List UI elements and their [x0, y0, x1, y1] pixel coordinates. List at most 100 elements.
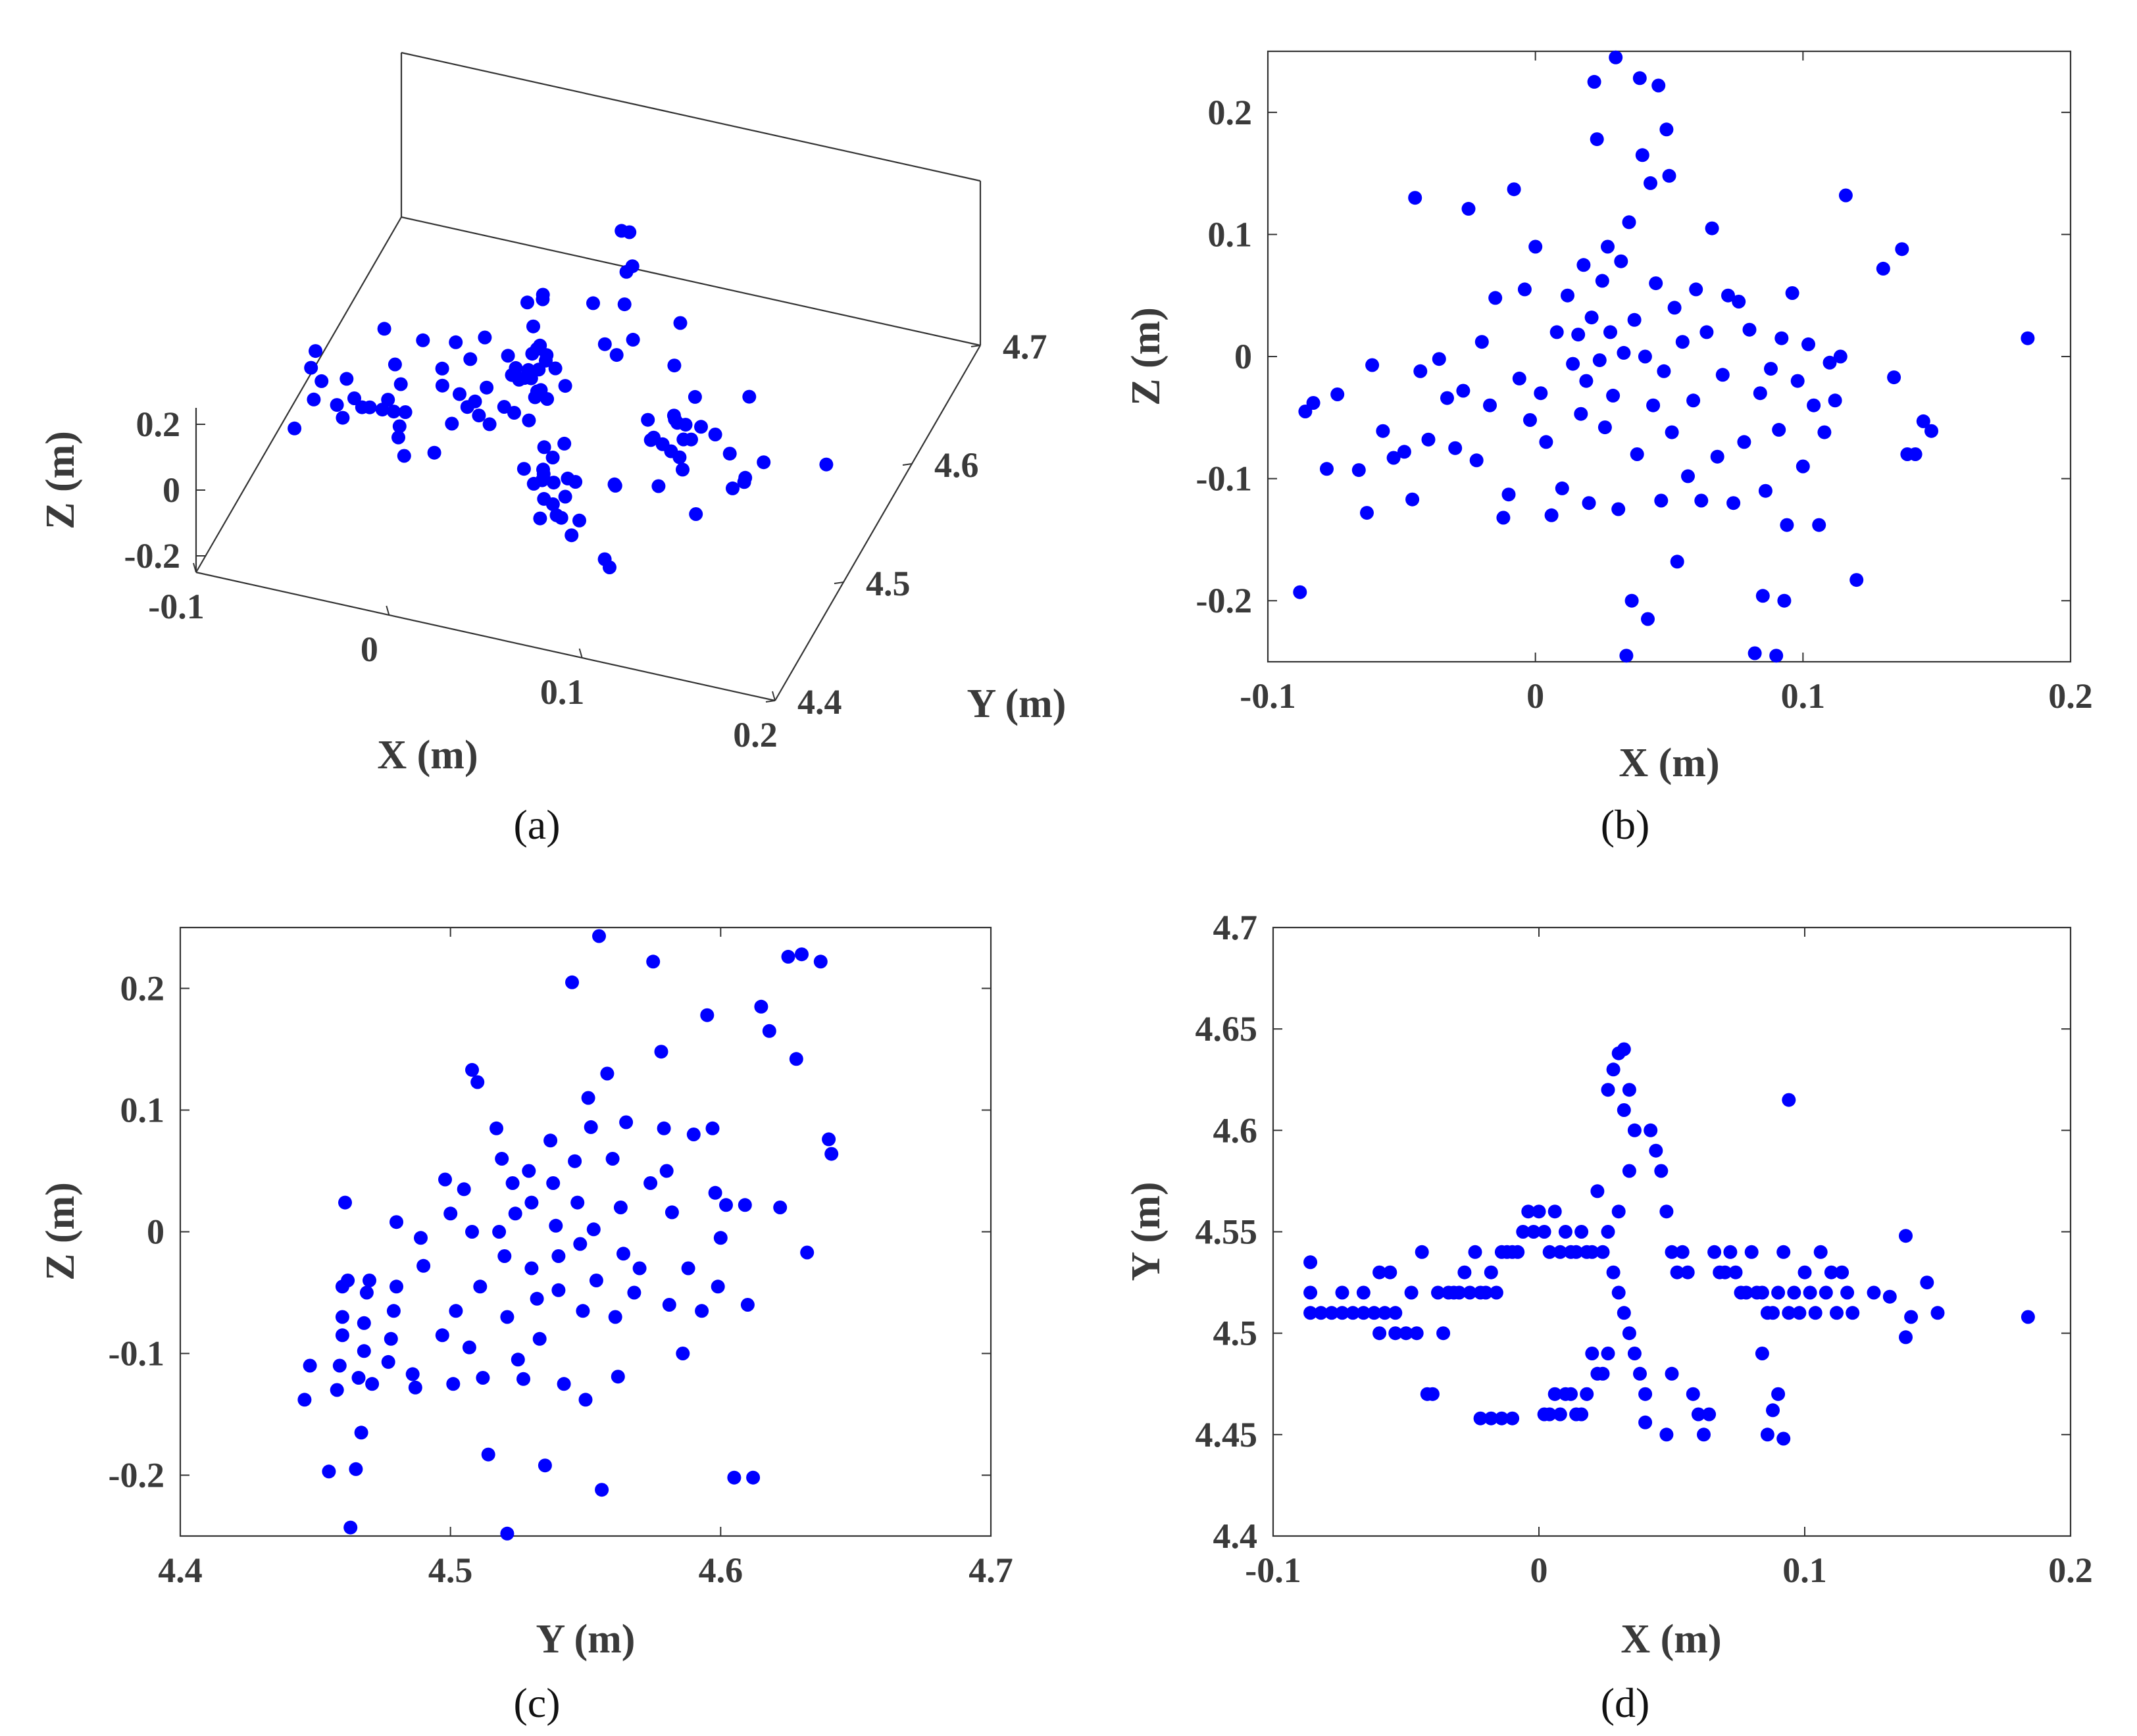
data-point	[330, 398, 344, 412]
data-point	[678, 418, 693, 432]
data-point	[526, 319, 540, 334]
data-point	[684, 432, 698, 447]
data-point	[1686, 393, 1701, 408]
data-point	[1611, 1046, 1626, 1060]
data-point	[1457, 1265, 1472, 1279]
data-point	[1782, 1093, 1796, 1107]
data-point	[626, 332, 640, 347]
data-point	[363, 400, 377, 414]
data-point	[343, 1520, 358, 1535]
panel-b-points	[1293, 50, 2035, 663]
y-tick-label: 0.1	[1208, 214, 1253, 254]
data-point	[532, 362, 546, 377]
data-point	[1830, 1306, 1844, 1320]
data-point	[688, 389, 702, 404]
y-tick-label: 0.2	[120, 969, 165, 1008]
data-point	[445, 416, 459, 431]
data-point	[1431, 1285, 1445, 1300]
data-point	[1812, 518, 1826, 532]
data-point	[1580, 1387, 1594, 1401]
data-point	[568, 475, 583, 489]
data-point	[547, 476, 561, 490]
data-point	[540, 348, 554, 362]
data-point	[384, 1331, 398, 1346]
data-point	[427, 445, 441, 460]
data-point	[1776, 1245, 1791, 1259]
data-point	[1324, 1306, 1339, 1320]
data-point	[1787, 1285, 1801, 1300]
data-point	[1496, 510, 1511, 525]
panel-d-ticks: -0.1 0 0.1 0.2 4.4 4.45 4.5 4.55 4.6 4.65 4.7	[1195, 908, 2093, 1590]
data-point	[387, 405, 401, 419]
data-point	[1569, 1407, 1584, 1422]
data-point	[1421, 432, 1436, 447]
data-point	[1801, 337, 1815, 351]
data-point	[335, 1328, 349, 1343]
data-point	[1517, 282, 1532, 297]
data-point	[672, 450, 687, 464]
data-point	[388, 357, 402, 372]
data-point	[1777, 593, 1792, 608]
data-point	[1320, 462, 1334, 476]
data-point	[1537, 1407, 1551, 1422]
x-tick-label: 0.1	[1782, 1550, 1827, 1590]
panel-b-xz-scatter: -0.1 0 0.1 0.2 -0.2 -0.1 0 0.1 0.2 X (m) Z (m) (…	[1124, 50, 2093, 848]
a-y-tick-mark	[902, 463, 913, 466]
data-point	[359, 1285, 374, 1300]
data-point	[1807, 398, 1821, 412]
data-point	[673, 316, 688, 330]
data-point	[1611, 1204, 1626, 1219]
data-point	[1675, 1245, 1690, 1259]
data-point	[1558, 1225, 1572, 1239]
data-point	[1792, 1306, 1807, 1320]
data-point	[1547, 1204, 1562, 1219]
data-point	[545, 451, 560, 464]
panel-a-x-axis-label: X (m)	[377, 733, 478, 778]
data-point	[813, 955, 828, 969]
y-tick-label: -0.1	[1196, 459, 1252, 499]
data-point	[1544, 508, 1559, 522]
panel-a-caption: (a)	[513, 801, 560, 848]
data-point	[1627, 1123, 1642, 1137]
data-point	[1782, 1306, 1796, 1320]
a-y-tick-label: 4.7	[1003, 327, 1047, 366]
data-point	[508, 1206, 522, 1221]
data-point	[438, 1172, 452, 1187]
data-point	[1796, 459, 1810, 474]
data-point	[1766, 1306, 1780, 1320]
data-point	[1558, 1387, 1572, 1401]
data-point	[1521, 1204, 1536, 1219]
data-point	[608, 478, 622, 493]
data-point	[532, 1331, 547, 1346]
data-point	[1388, 1326, 1403, 1341]
data-point	[1606, 388, 1621, 403]
data-point	[1728, 1265, 1743, 1279]
data-point	[453, 387, 466, 401]
data-point	[1876, 261, 1890, 276]
data-point	[578, 1393, 593, 1407]
data-point	[1452, 1285, 1467, 1300]
data-point	[533, 511, 547, 526]
data-point	[1617, 1103, 1631, 1117]
data-point	[1766, 1403, 1780, 1418]
data-point	[1539, 435, 1553, 449]
data-point	[615, 224, 629, 238]
panel-d-y-axis-label: Y (m)	[1124, 1182, 1169, 1281]
panel-c-points	[297, 929, 839, 1541]
data-point	[470, 1075, 485, 1089]
panel-d-x-axis-label: X (m)	[1621, 1617, 1721, 1662]
data-point	[511, 1352, 525, 1367]
data-point	[520, 295, 534, 310]
data-point	[1582, 496, 1596, 510]
data-point	[695, 1304, 709, 1318]
data-point	[711, 1279, 725, 1294]
data-point	[1930, 1306, 1945, 1320]
data-point	[416, 333, 430, 347]
data-point	[1732, 295, 1746, 309]
data-point	[647, 430, 661, 445]
data-point	[1887, 370, 1901, 385]
data-point	[322, 1464, 336, 1479]
data-point	[390, 1215, 403, 1229]
data-point	[1461, 201, 1476, 216]
data-point	[505, 1176, 520, 1190]
